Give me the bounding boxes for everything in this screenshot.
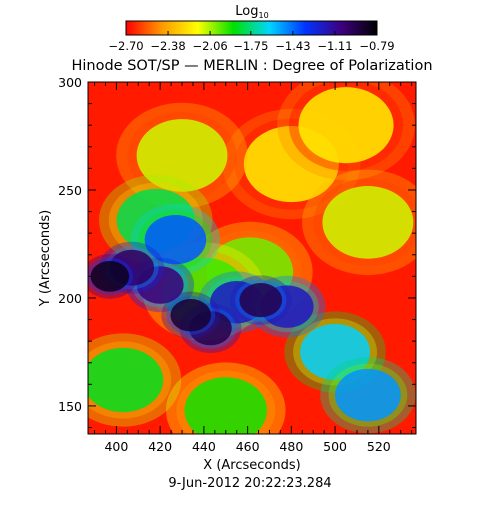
x-tick-label: 440 (192, 439, 216, 454)
colorbar-tick-label: −2.38 (150, 39, 185, 53)
colorbar-title: Log10 (235, 4, 268, 20)
x-tick-label: 400 (104, 439, 128, 454)
y-tick-labels: 150 200 250 300 (58, 75, 82, 414)
map-region (90, 260, 130, 292)
colorbar-tick-label: −2.06 (192, 39, 227, 53)
map-region (239, 283, 283, 318)
axis-ticks (88, 81, 416, 434)
x-tick-label: 480 (279, 439, 303, 454)
polarization-map (88, 82, 416, 434)
x-tick-label: 420 (148, 439, 172, 454)
x-tick-labels: 400 420 440 460 480 500 520 (104, 439, 390, 454)
colorbar-tick-label: −1.11 (317, 39, 352, 53)
chart-title: Hinode SOT/SP — MERLIN : Degree of Polar… (71, 58, 432, 74)
map-region (300, 323, 371, 380)
map-region (298, 87, 394, 164)
colorbar (125, 20, 378, 36)
y-tick-label: 150 (58, 399, 82, 414)
map-region (335, 368, 401, 422)
colorbar-tick-labels: −2.70 −2.38 −2.06 −1.75 −1.43 −1.11 −0.79 (108, 39, 394, 53)
plot-frame (87, 81, 417, 435)
colorbar-tick-label: −1.75 (233, 39, 268, 53)
x-axis-label: X (Arcseconds) (203, 458, 300, 473)
colorbar-tick-label: −1.43 (275, 39, 310, 53)
map-region (136, 119, 228, 192)
colorbar-tick-label: −2.70 (108, 39, 143, 53)
map-region (170, 298, 212, 332)
x-tick-label: 500 (323, 439, 347, 454)
map-region (322, 186, 414, 259)
colorbar-ticks (125, 31, 378, 35)
y-tick-label: 300 (58, 75, 82, 90)
map-region (88, 347, 164, 413)
y-tick-label: 200 (58, 291, 82, 306)
y-tick-label: 250 (58, 183, 82, 198)
x-tick-label: 520 (367, 439, 391, 454)
x-tick-label: 460 (236, 439, 260, 454)
observation-timestamp: 9-Jun-2012 20:22:23.284 (168, 476, 331, 491)
map-regions (88, 82, 416, 434)
colorbar-tick-label: −0.79 (359, 39, 394, 53)
y-axis-label: Y (Arcseconds) (38, 210, 53, 307)
map-region (144, 215, 207, 265)
map-region (184, 377, 267, 434)
